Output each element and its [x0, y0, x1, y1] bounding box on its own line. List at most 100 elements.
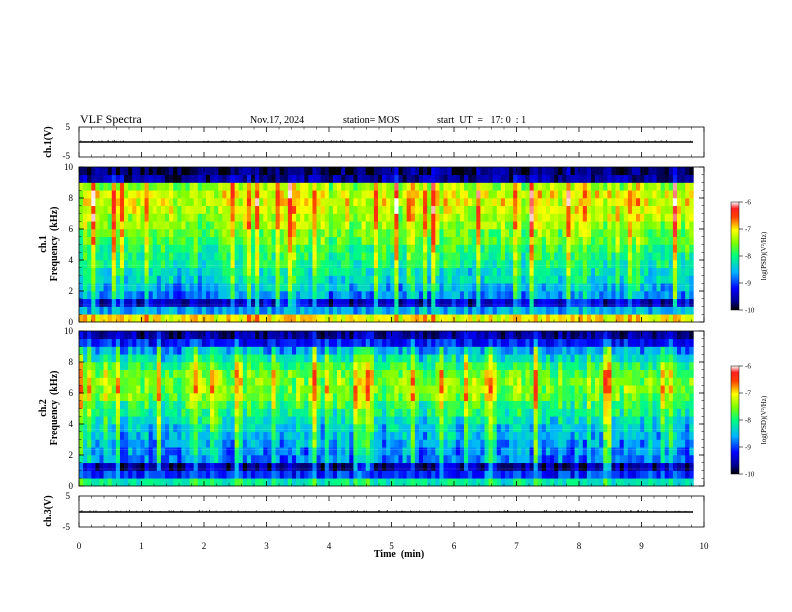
spectrogram-cell — [152, 346, 158, 355]
spectrogram-cell — [468, 229, 473, 238]
spectrogram-cell — [173, 167, 178, 176]
spectrogram-cell — [226, 431, 231, 440]
spectrogram-cell — [263, 298, 268, 307]
spectrogram-cell — [136, 470, 141, 479]
spectrogram-cell — [439, 283, 444, 292]
spectrogram-cell — [394, 291, 399, 300]
spectrogram-cell — [537, 298, 543, 307]
spectrogram-cell — [107, 416, 113, 425]
spectrogram-cell — [369, 298, 375, 307]
spectrogram-cell — [267, 470, 272, 479]
spectrogram-cell — [124, 338, 129, 347]
spectrogram-cell — [291, 167, 297, 176]
spectrogram-cell — [324, 462, 330, 471]
spectrogram-cell — [234, 167, 240, 176]
spectrogram-cell — [140, 385, 145, 394]
spectrogram-cell — [357, 362, 362, 371]
spectrogram-cell — [271, 252, 276, 261]
spectrogram-cell — [623, 298, 629, 307]
spectrogram-cell — [304, 385, 309, 394]
spectrogram-cell — [656, 306, 661, 315]
spectrogram-cell — [185, 470, 190, 479]
spectrogram-cell — [373, 291, 379, 300]
spectrogram-cell — [193, 354, 199, 363]
spectrogram-cell — [640, 244, 645, 253]
spectrogram-cell — [332, 229, 338, 238]
spectrogram-cell — [373, 229, 379, 238]
spectrogram-cell — [148, 275, 154, 284]
spectrogram-cell — [345, 462, 350, 471]
spectrogram-cell — [218, 455, 223, 464]
spectrogram-cell — [607, 167, 612, 176]
spectrogram-cell — [144, 267, 149, 276]
spectrogram-cell — [431, 393, 436, 402]
spectrogram-cell — [193, 439, 199, 448]
spectrogram-cell — [238, 283, 244, 292]
spectrogram-cell — [304, 447, 309, 456]
spectrogram-cell — [160, 462, 166, 471]
spectrogram-cell — [517, 198, 522, 207]
spectrogram-cell — [210, 470, 215, 479]
spectrogram-cell — [603, 260, 608, 269]
spectrogram-cell — [115, 174, 121, 183]
spectrogram-cell — [169, 260, 174, 269]
spectrogram-cell — [402, 314, 407, 323]
spectrogram-cell — [533, 260, 539, 269]
spectrogram-cell — [201, 213, 207, 222]
spectrogram-cell — [210, 205, 215, 214]
spectrogram-cell — [279, 331, 285, 340]
spectrogram-cell — [472, 221, 477, 230]
spectrogram-cell — [205, 260, 211, 269]
spectrogram-cell — [607, 267, 612, 276]
spectrogram-cell — [271, 385, 276, 394]
spectrogram-cell — [320, 424, 326, 433]
spectrogram-cell — [279, 431, 285, 440]
spectrogram-cell — [615, 205, 620, 214]
spectrogram-cell — [390, 298, 395, 307]
spectrogram-cell — [431, 439, 436, 448]
spectrogram-cell — [685, 167, 690, 176]
spectrogram-cell — [95, 267, 100, 276]
spectrogram-cell — [296, 260, 301, 269]
spectrogram-cell — [328, 260, 334, 269]
spectrogram-cell — [263, 439, 268, 448]
spectrogram-cell — [226, 424, 231, 433]
spectrogram-cell — [193, 338, 199, 347]
spectrogram-cell — [300, 291, 305, 300]
spectrogram-cell — [554, 213, 559, 222]
spectrogram-cell — [283, 267, 289, 276]
spectrogram-cell — [181, 362, 186, 371]
spectrogram-cell — [79, 354, 84, 363]
spectrogram-cell — [140, 174, 145, 183]
spectrogram-cell — [382, 260, 387, 269]
spectrogram-cell — [685, 229, 690, 238]
spectrogram-cell — [398, 369, 403, 378]
spectrogram-cell — [418, 198, 424, 207]
spectrogram-cell — [238, 369, 244, 378]
spectrogram-cell — [468, 213, 473, 222]
spectrogram-cell — [390, 291, 395, 300]
spectrogram-cell — [255, 213, 260, 222]
spectrogram-cell — [238, 346, 244, 355]
spectrogram-cell — [251, 447, 256, 456]
spectrogram-cell — [373, 354, 379, 363]
spectrogram-cell — [205, 346, 211, 355]
spectrogram-cell — [173, 369, 178, 378]
spectrogram-cell — [214, 291, 219, 300]
spectrogram-cell — [382, 167, 387, 176]
spectrogram-cell — [492, 205, 498, 214]
spectrogram-cell — [349, 182, 354, 191]
spectrogram-cell — [132, 275, 137, 284]
spectrogram-cell — [291, 408, 297, 417]
spectrogram-cell — [103, 283, 108, 292]
spectrogram-cell — [103, 385, 108, 394]
spectrogram-cell — [95, 393, 100, 402]
spectrogram-cell — [386, 470, 391, 479]
spectrogram-cell — [676, 236, 682, 245]
spectrogram-cell — [517, 244, 522, 253]
spectrogram-cell — [267, 291, 272, 300]
spectrogram-cell — [132, 298, 137, 307]
spectrogram-cell — [357, 424, 362, 433]
spectrogram-cell — [279, 174, 285, 183]
spectrogram-cell — [251, 213, 256, 222]
